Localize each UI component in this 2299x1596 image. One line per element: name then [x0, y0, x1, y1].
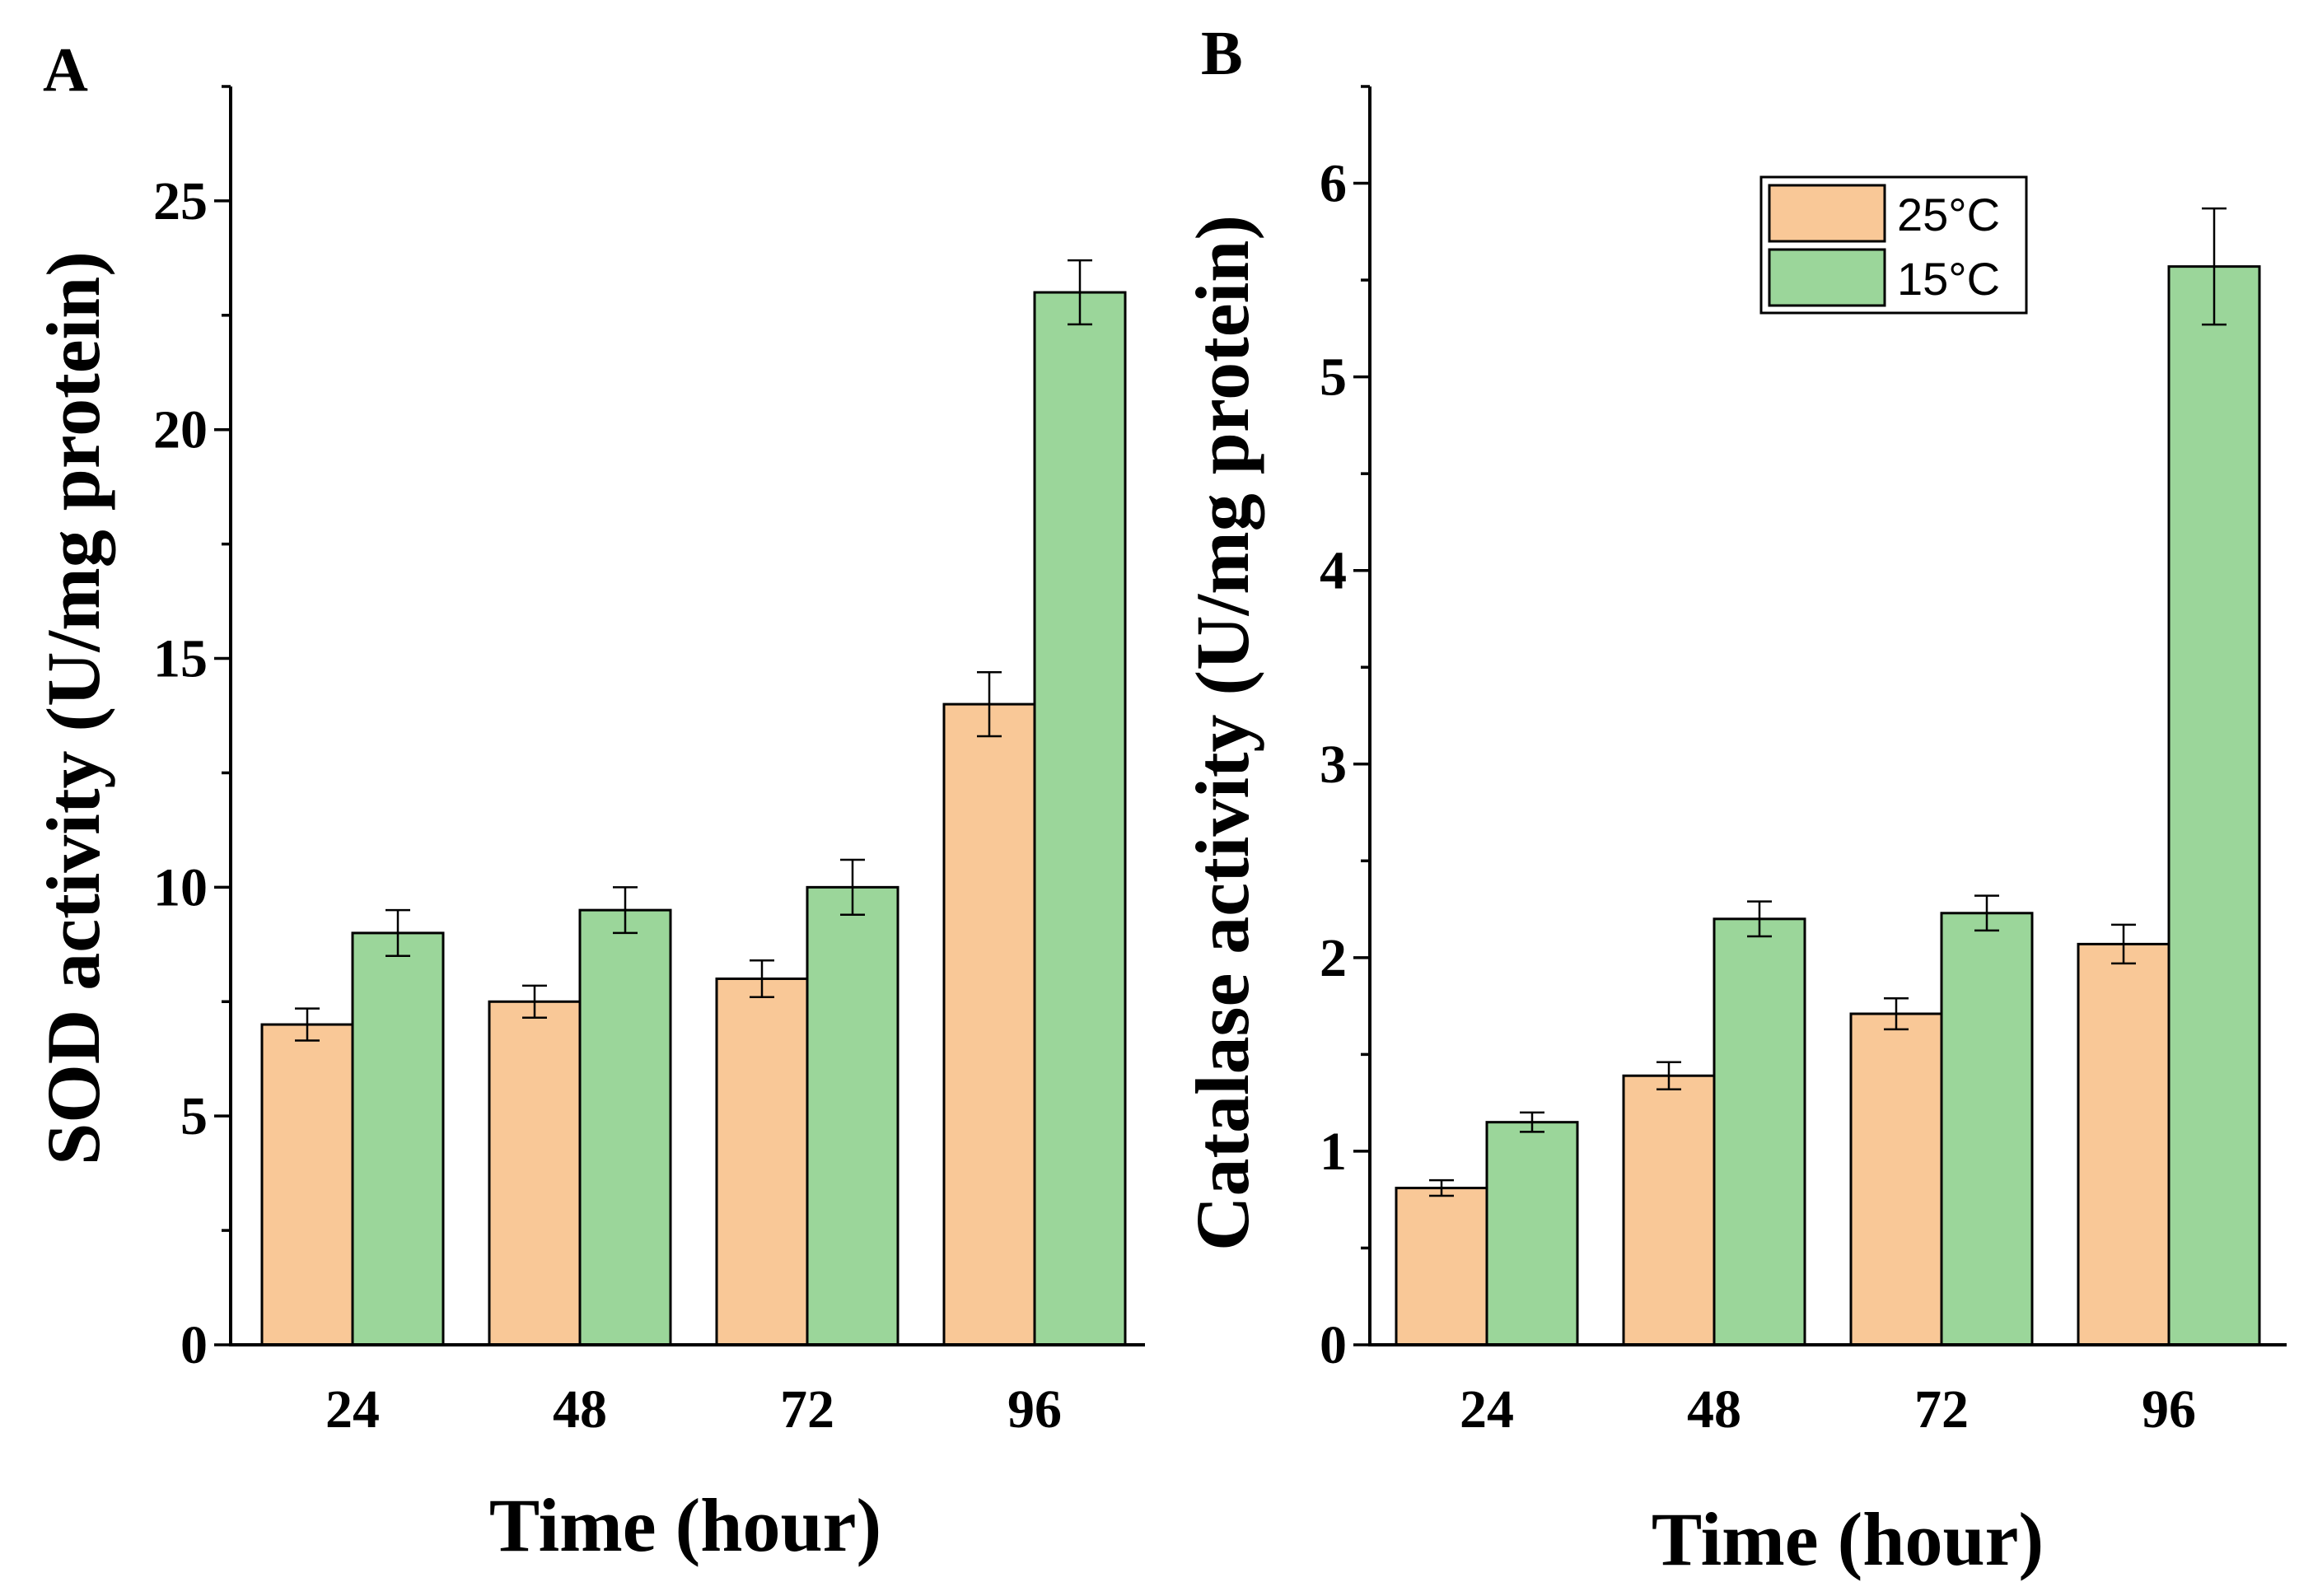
a-bar-15c-48 — [578, 908, 672, 1346]
panel-a-label: A — [43, 35, 88, 105]
panel-b-label: B — [1201, 19, 1243, 88]
a-y-tick-label: 5 — [180, 1086, 208, 1146]
panel-b-x-axis-title: Time (hour) — [1652, 1497, 2044, 1581]
b-y-tick-label: 1 — [1320, 1122, 1347, 1182]
panel-a: A 0 5 10 15 20 25 24 48 72 96 Time (hour) SOD act… — [31, 35, 1145, 1567]
b-y-tick-label: 4 — [1320, 541, 1347, 601]
b-error-bar-25c-48 — [1656, 1061, 1681, 1090]
b-y-tick-label: 3 — [1320, 735, 1347, 795]
a-error-bar-15c-24 — [386, 908, 410, 957]
b-bar-25c-24 — [1395, 1187, 1488, 1346]
b-x-tick-label: 48 — [1687, 1379, 1741, 1440]
b-error-bar-25c-96 — [2111, 923, 2136, 965]
b-error-bar-15c-48 — [1747, 900, 1772, 938]
b-x-tick-label: 72 — [1914, 1379, 1969, 1440]
b-y-tick-label: 6 — [1320, 154, 1347, 214]
b-error-bar-15c-24 — [1520, 1111, 1544, 1133]
b-bar-15c-48 — [1713, 917, 1806, 1346]
a-y-tick-label: 10 — [153, 857, 208, 917]
a-error-bar-15c-48 — [613, 886, 638, 935]
a-y-tick-label: 0 — [180, 1315, 208, 1375]
a-y-tick-label: 20 — [153, 400, 208, 460]
b-error-bar-25c-24 — [1429, 1178, 1454, 1197]
b-bar-15c-24 — [1485, 1121, 1579, 1346]
a-bar-15c-24 — [351, 931, 445, 1346]
b-y-tick-label: 5 — [1320, 348, 1347, 408]
b-bar-15c-72 — [1940, 912, 2034, 1346]
a-bar-25c-24 — [260, 1023, 354, 1346]
b-bar-25c-48 — [1622, 1074, 1716, 1346]
a-error-bar-25c-96 — [977, 670, 1002, 738]
panel-b: B 0 1 2 3 4 5 6 24 48 72 96 Time (hour) Catalase a… — [1180, 19, 2287, 1581]
legend-swatch-15c — [1768, 248, 1886, 307]
a-bar-25c-48 — [488, 1000, 582, 1346]
a-x-tick-label: 48 — [553, 1379, 607, 1440]
b-x-tick-label: 96 — [2142, 1379, 2196, 1440]
panel-a-y-axis-title: SOD activity (U/mg protein) — [31, 251, 115, 1165]
a-error-bar-25c-72 — [750, 959, 774, 998]
a-bar-25c-96 — [942, 702, 1036, 1346]
a-error-bar-25c-24 — [295, 1007, 320, 1042]
a-bar-25c-72 — [715, 977, 809, 1346]
legend: 25°C 15°C — [1759, 175, 2028, 315]
a-x-tick-label: 72 — [780, 1379, 834, 1440]
legend-label-25c: 25°C — [1897, 189, 2000, 240]
legend-label-15c: 15°C — [1897, 253, 2000, 305]
a-bar-15c-96 — [1033, 291, 1127, 1346]
a-x-tick-label: 24 — [325, 1379, 380, 1440]
a-y-tick-label: 25 — [153, 171, 208, 231]
panel-b-y-axis-title: Catalase activity (U/mg protein) — [1180, 215, 1264, 1251]
a-x-tick-label: 96 — [1007, 1379, 1062, 1440]
b-error-bar-25c-72 — [1884, 996, 1909, 1031]
panel-a-x-axis-title: Time (hour) — [489, 1483, 881, 1567]
b-bar-25c-96 — [2077, 942, 2170, 1346]
b-error-bar-15c-96 — [2202, 207, 2227, 326]
b-y-tick-label: 2 — [1320, 928, 1347, 988]
legend-swatch-25c — [1768, 184, 1886, 243]
b-bar-25c-72 — [1849, 1012, 1943, 1346]
b-x-tick-label: 24 — [1460, 1379, 1514, 1440]
a-error-bar-25c-48 — [522, 984, 547, 1019]
b-y-tick-label: 0 — [1320, 1315, 1347, 1375]
a-y-tick-label: 15 — [153, 629, 208, 689]
b-bar-15c-96 — [2167, 265, 2261, 1346]
panel-b-marks: 0 1 2 3 4 5 6 24 48 72 96 — [1320, 85, 2287, 1440]
panel-a-marks: 0 5 10 15 20 25 24 48 72 96 — [153, 85, 1145, 1440]
a-error-bar-15c-96 — [1068, 259, 1092, 326]
b-error-bar-15c-72 — [1974, 894, 1999, 932]
a-bar-15c-72 — [806, 885, 900, 1346]
a-error-bar-15c-72 — [840, 858, 865, 916]
